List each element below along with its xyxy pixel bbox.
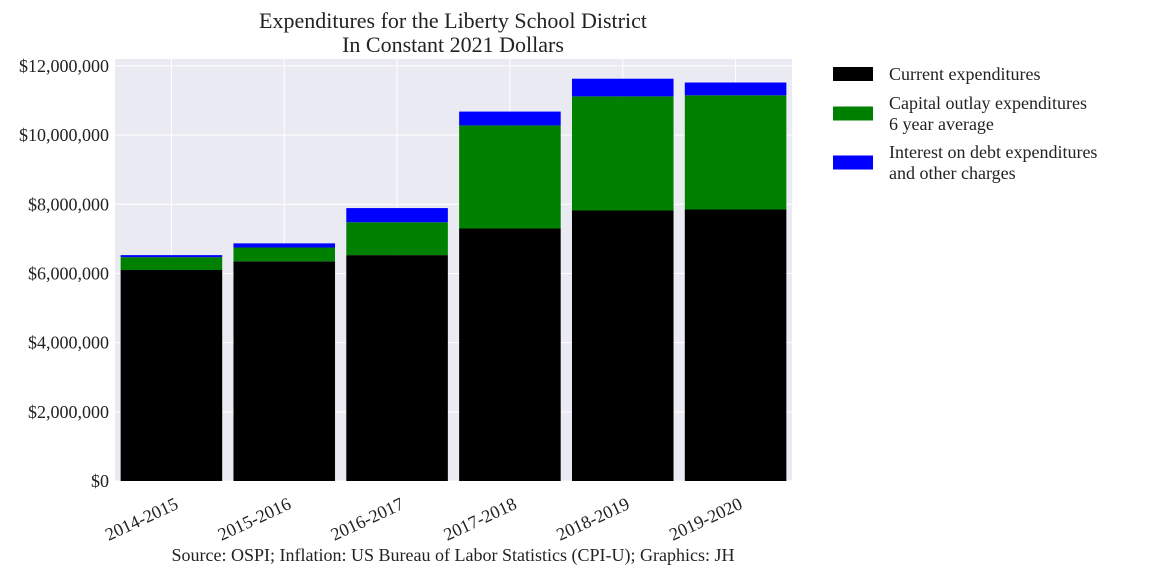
bar-2019-2020-series-2	[684, 95, 787, 210]
bar-2014-2015-series-1	[120, 270, 223, 481]
bar-2018-2019-series-2	[571, 96, 674, 211]
bar-2015-2016-series-2	[233, 247, 336, 262]
bar-2018-2019-series-1	[571, 210, 674, 481]
x-tick-label: 2018-2019	[553, 493, 632, 544]
chart-title-line-2: In Constant 2021 Dollars	[342, 32, 564, 57]
bar-2019-2020-series-3	[684, 82, 787, 96]
bar-2018-2019-series-3	[571, 78, 674, 97]
bar-2016-2017-series-3	[346, 208, 448, 223]
y-tick-label: $4,000,000	[28, 333, 109, 353]
x-axis-tick-labels: 2014-2015 2015-2016 2016-2017 2017-2018 2018…	[102, 493, 745, 544]
x-tick-label: 2015-2016	[215, 493, 294, 544]
legend-label-series-3: and other charges	[889, 163, 1016, 183]
legend-swatch-series-2	[833, 106, 873, 121]
bar-2016-2017-series-2	[346, 222, 448, 256]
y-tick-label: $12,000,000	[19, 56, 109, 76]
bars	[120, 78, 787, 481]
legend-swatch-series-3	[833, 155, 873, 170]
bar-2017-2018-series-2	[459, 125, 561, 229]
bar-2016-2017-series-1	[346, 255, 448, 481]
legend-label-series-2: 6 year average	[889, 114, 994, 134]
x-tick-label: 2019-2020	[666, 493, 745, 544]
legend-label-series-1: Current expenditures	[889, 64, 1040, 84]
bar-2017-2018-series-1	[459, 228, 561, 481]
y-tick-label: $8,000,000	[28, 194, 109, 214]
y-tick-label: $0	[91, 471, 109, 491]
y-axis-tick-labels: $0 $2,000,000 $4,000,000 $6,000,000 $8,000,0…	[19, 56, 109, 491]
bar-2015-2016-series-3	[233, 243, 336, 248]
legend-label-series-3: Interest on debt expenditures	[889, 142, 1097, 162]
legend: Current expenditures Capital outlay expen…	[833, 64, 1097, 183]
x-tick-label: 2014-2015	[102, 493, 181, 544]
y-tick-label: $10,000,000	[19, 125, 109, 145]
legend-label-series-2: Capital outlay expenditures	[889, 93, 1087, 113]
chart-title: Expenditures for the Liberty School Dist…	[259, 8, 647, 57]
chart-title-line-1: Expenditures for the Liberty School Dist…	[259, 8, 647, 33]
bar-2015-2016-series-1	[233, 261, 336, 481]
bar-2014-2015-series-3	[120, 255, 223, 258]
bar-2017-2018-series-3	[459, 111, 561, 126]
bar-2014-2015-series-2	[120, 257, 223, 270]
y-tick-label: $2,000,000	[28, 402, 109, 422]
x-tick-label: 2017-2018	[440, 493, 519, 544]
x-tick-label: 2016-2017	[328, 493, 407, 544]
plot-area	[115, 59, 792, 481]
legend-swatch-series-1	[833, 67, 873, 81]
bar-2019-2020-series-1	[684, 209, 787, 481]
source-note: Source: OSPI; Inflation: US Bureau of La…	[172, 545, 735, 566]
y-tick-label: $6,000,000	[28, 263, 109, 283]
